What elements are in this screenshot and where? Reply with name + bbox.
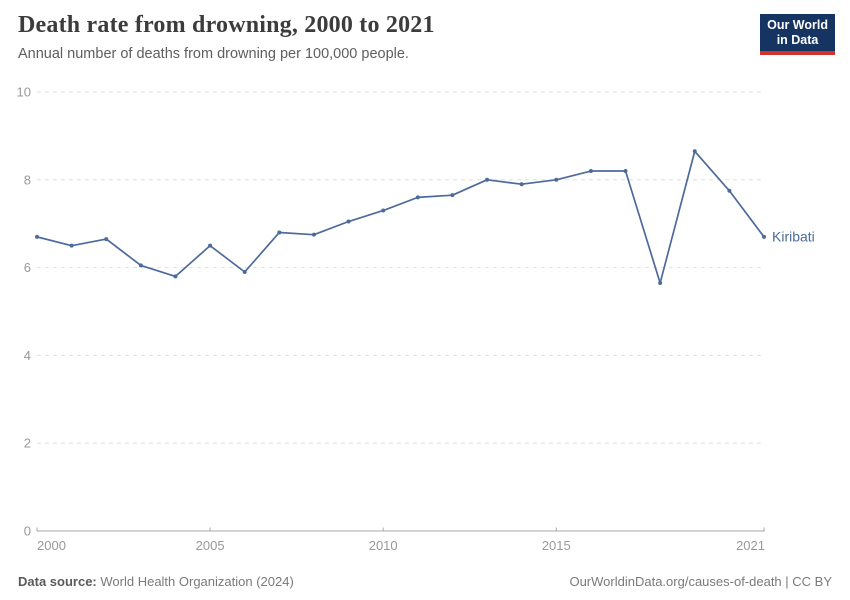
data-source: Data source: World Health Organization (… [18,574,294,589]
x-tick-label: 2021 [736,538,765,553]
data-point[interactable] [311,232,316,237]
data-point[interactable] [104,237,109,242]
chart-header: Death rate from drowning, 2000 to 2021 A… [18,12,435,62]
x-tick-label: 2005 [196,538,225,553]
credit-link[interactable]: OurWorldinData.org/causes-of-death | CC … [569,574,832,589]
data-point[interactable] [346,219,351,224]
data-point[interactable] [485,177,490,182]
data-point[interactable] [208,243,213,248]
data-point[interactable] [588,169,593,174]
owid-logo-line1: Our World [767,18,828,32]
data-point[interactable] [35,234,39,239]
data-point[interactable] [623,169,628,174]
data-point[interactable] [727,188,732,193]
x-tick-label: 2000 [37,538,66,553]
y-tick-label: 4 [24,348,31,363]
data-point[interactable] [173,274,178,279]
data-point[interactable] [242,269,247,274]
x-tick-label: 2010 [369,538,398,553]
data-point[interactable] [381,208,386,213]
y-tick-label: 6 [24,260,31,275]
data-point[interactable] [450,193,455,198]
chart-footer: Data source: World Health Organization (… [18,574,832,589]
series-end-label: Kiribati [772,228,815,244]
data-point[interactable] [277,230,282,235]
data-source-value: World Health Organization (2024) [100,574,294,589]
data-point[interactable] [69,243,74,248]
data-point[interactable] [762,234,766,239]
owid-logo-line2: in Data [776,33,819,47]
data-source-label: Data source: [18,574,97,589]
y-tick-label: 10 [17,85,31,100]
y-tick-label: 2 [24,436,31,451]
data-point[interactable] [519,182,524,187]
data-point[interactable] [138,263,143,268]
x-tick-label: 2015 [542,538,571,553]
data-point[interactable] [658,280,663,285]
chart-subtitle: Annual number of deaths from drowning pe… [18,46,409,62]
data-point[interactable] [692,149,697,154]
data-point[interactable] [554,177,559,182]
y-tick-label: 0 [24,524,31,539]
page-title: Death rate from drowning, 2000 to 2021 [18,12,435,38]
y-tick-label: 8 [24,172,31,187]
data-point[interactable] [415,195,420,200]
owid-logo[interactable]: Our World in Data [760,14,835,55]
data-line [36,150,765,284]
